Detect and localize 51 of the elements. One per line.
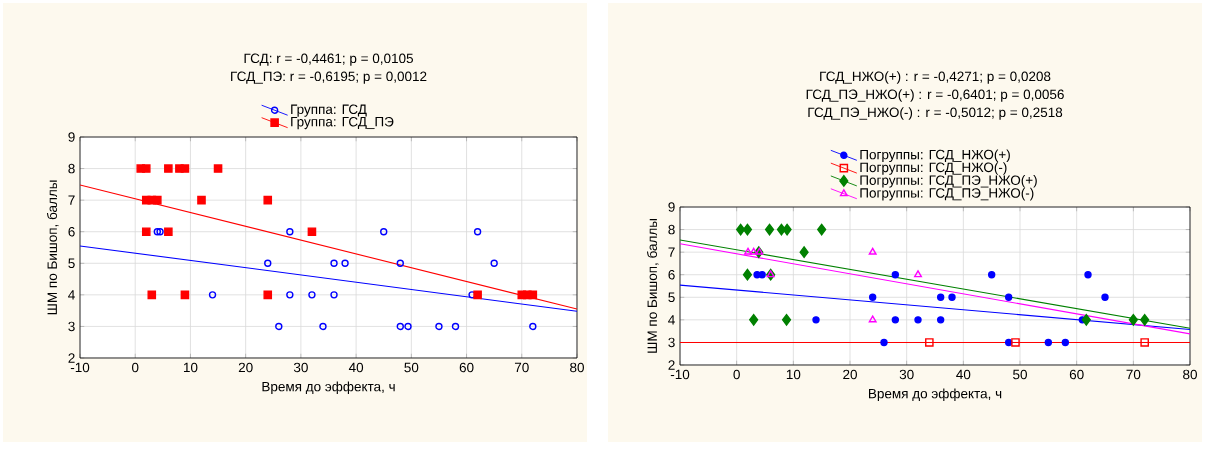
x-tick-label: 30 [899, 369, 914, 380]
legend-label: Группа: ГСД_ПЭ [291, 116, 394, 130]
x-tick-label: 70 [514, 362, 529, 373]
x-tick-label: 10 [183, 362, 198, 373]
y-tick-label: 3 [668, 337, 675, 348]
x-tick-label: 40 [348, 362, 364, 373]
y-tick-label: 5 [68, 258, 75, 268]
y-tick-label: 5 [668, 292, 675, 302]
y-tick-label: 9 [668, 202, 675, 212]
y-tick-label: 3 [68, 321, 75, 332]
x-tick-label: 60 [1069, 369, 1084, 380]
legend-label: Погруппы: ГСД_ПЭ_НЖО(+) [860, 175, 1037, 188]
x-tick-label: 10 [786, 369, 801, 380]
x-tick-label: 70 [1126, 369, 1141, 380]
text: ГСД: r = -0,4461; p = 0,0105 [244, 53, 414, 66]
x-tick-label: 20 [843, 369, 857, 380]
legend-label: Погруппы: ГСД_НЖО(+) [860, 149, 1010, 162]
y-tick-label: 8 [668, 224, 675, 235]
x-tick-label: 50 [1013, 369, 1027, 380]
x-tick-label: 0 [132, 362, 139, 373]
y-tick-label: 9 [68, 132, 75, 142]
x-tick-label: 60 [459, 362, 474, 373]
x-tick-label: 40 [956, 369, 971, 380]
x-tick-label: 30 [293, 362, 308, 373]
y-tick-label: 7 [668, 247, 675, 257]
y-tick-label: 2 [668, 360, 675, 370]
legend-label: Группа: ГСД [291, 104, 367, 117]
x-tick-label: 20 [238, 362, 253, 373]
y-tick-label: 6 [668, 269, 675, 280]
x-axis-title: Время до эффекта, ч [869, 388, 1002, 402]
y-axis-title: ШМ по Бишоп, баллы [646, 218, 659, 353]
x-axis-title: Время до эффекта, ч [262, 381, 395, 395]
text: ГСД_ПЭ_НЖО(-) : r = -0,5012; p = 0,2518 [808, 107, 1063, 120]
x-tick-label: -10 [670, 369, 690, 380]
y-tick-label: 7 [68, 195, 75, 205]
legend-label: Погруппы: ГСД_НЖО(-) [860, 162, 1007, 175]
x-tick-label: 80 [570, 362, 584, 373]
x-tick-label: -10 [70, 362, 90, 373]
text: ГСД_НЖО(+) : r = -0,4271; p = 0,0208 [820, 71, 1051, 84]
text: ГСД_ПЭ_НЖО(+) : r = -0,6401; p = 0,0056 [806, 89, 1064, 102]
text: ГСД_ПЭ: r = -0,6195; p = 0,0012 [231, 71, 427, 84]
x-tick-label: 80 [1183, 369, 1197, 380]
legend-label: Погруппы: ГСД_ПЭ_НЖО(-) [860, 187, 1034, 201]
x-tick-label: 0 [733, 369, 740, 380]
y-tick-label: 6 [68, 226, 75, 237]
x-tick-label: 50 [404, 362, 419, 373]
y-tick-label: 2 [68, 353, 75, 363]
y-tick-label: 4 [68, 290, 75, 300]
y-tick-label: 4 [668, 315, 675, 325]
y-axis-title: ШМ по Бишоп, баллы [46, 180, 59, 315]
y-tick-label: 8 [68, 163, 75, 174]
